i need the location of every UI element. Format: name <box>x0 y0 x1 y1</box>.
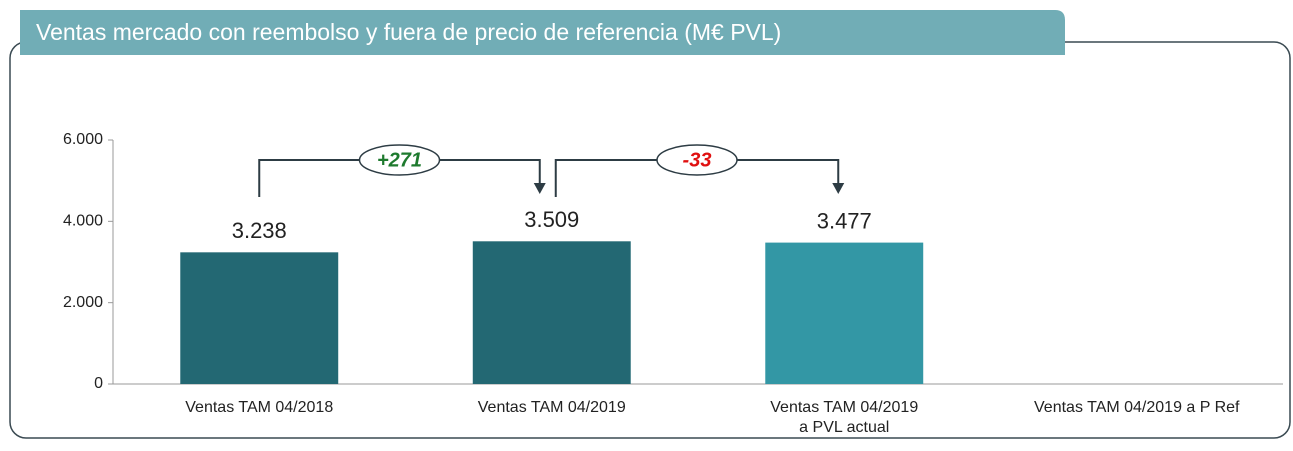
y-tick-label: 4.000 <box>63 213 103 230</box>
annotation-bubble <box>656 144 738 176</box>
title-banner <box>20 10 1065 55</box>
y-tick-label: 0 <box>94 375 103 392</box>
value-label: 3.509 <box>524 207 579 232</box>
arrow-head <box>832 183 845 194</box>
x-tick-label: Ventas TAM 04/2018 <box>185 399 334 416</box>
bar <box>180 252 339 384</box>
bar <box>765 242 924 384</box>
annotation: -33 <box>683 149 712 171</box>
y-tick-label: 6.000 <box>63 131 103 148</box>
x-tick-label: Ventas TAM 04/2019 a PVL actual <box>770 399 919 436</box>
annotation-bubble <box>358 144 441 176</box>
bar <box>472 241 631 384</box>
arrow-head <box>533 183 546 194</box>
value-label: 3.477 <box>817 208 872 233</box>
chart-title: Ventas mercado con reembolso y fuera de … <box>36 19 781 45</box>
annotation: +271 <box>377 149 422 171</box>
x-tick-label: Ventas TAM 04/2019 a P Ref <box>1034 399 1240 416</box>
x-tick-label: Ventas TAM 04/2019 <box>477 399 626 416</box>
y-tick-label: 2.000 <box>63 294 103 311</box>
value-label: 3.238 <box>232 218 287 243</box>
